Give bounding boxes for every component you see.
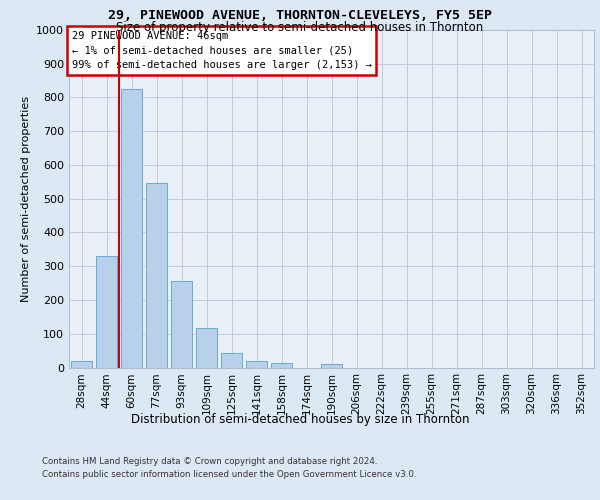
Text: Contains HM Land Registry data © Crown copyright and database right 2024.: Contains HM Land Registry data © Crown c… (42, 458, 377, 466)
Bar (121, 89, 142, 367)
Bar (271, 364, 292, 368)
Bar (196, 328, 217, 368)
Bar (321, 364, 342, 368)
Text: Distribution of semi-detached houses by size in Thornton: Distribution of semi-detached houses by … (131, 412, 469, 426)
Text: 29 PINEWOOD AVENUE: 46sqm
← 1% of semi-detached houses are smaller (25)
99% of s: 29 PINEWOOD AVENUE: 46sqm ← 1% of semi-d… (71, 30, 371, 70)
Bar (171, 282, 192, 368)
Text: 29, PINEWOOD AVENUE, THORNTON-CLEVELEYS, FY5 5EP: 29, PINEWOOD AVENUE, THORNTON-CLEVELEYS,… (108, 9, 492, 22)
Bar (71, 361, 92, 368)
Text: Contains public sector information licensed under the Open Government Licence v3: Contains public sector information licen… (42, 470, 416, 479)
Y-axis label: Number of semi-detached properties: Number of semi-detached properties (20, 96, 31, 302)
Bar (246, 362, 267, 368)
Text: Size of property relative to semi-detached houses in Thornton: Size of property relative to semi-detach… (116, 21, 484, 34)
Bar (96, 256, 117, 368)
Bar (221, 354, 242, 368)
Bar (146, 182, 167, 368)
